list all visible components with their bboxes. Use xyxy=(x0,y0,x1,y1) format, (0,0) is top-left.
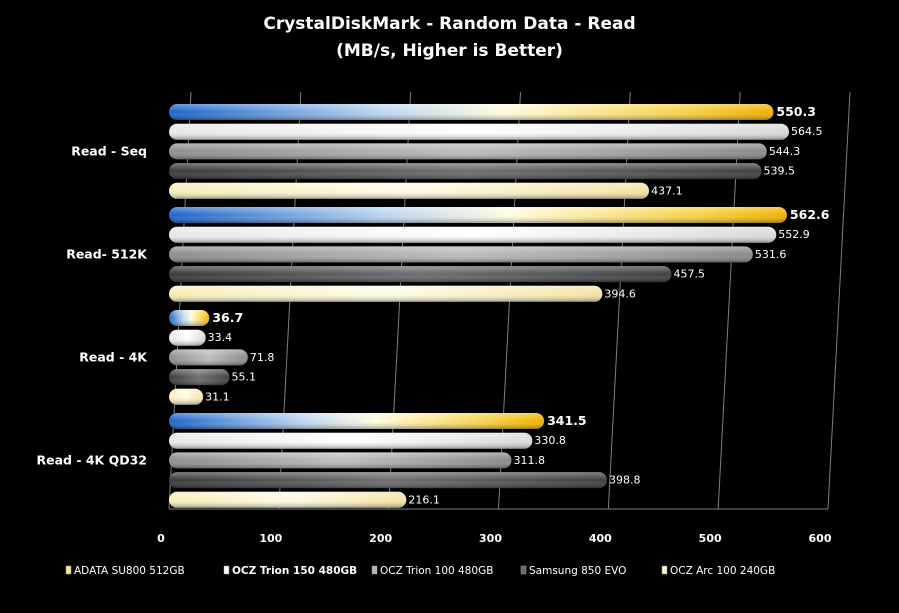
legend-swatch xyxy=(520,565,527,575)
bar xyxy=(169,310,210,326)
data-label: 71.8 xyxy=(250,351,275,364)
data-label: 457.5 xyxy=(673,268,705,281)
data-label: 31.1 xyxy=(205,390,230,403)
legend-label: OCZ Trion 150 480GB xyxy=(232,565,357,577)
bar xyxy=(169,182,650,199)
data-label: 330.8 xyxy=(534,434,566,447)
bar xyxy=(169,123,790,140)
legend-swatch xyxy=(371,565,378,575)
bar xyxy=(169,452,512,469)
bar xyxy=(169,285,603,302)
bar xyxy=(169,266,672,283)
x-tick-label: 600 xyxy=(809,532,832,545)
x-tick-label: 100 xyxy=(259,532,282,545)
bar xyxy=(169,388,204,405)
bar-sheen xyxy=(169,246,753,263)
bar-sheen xyxy=(169,226,777,243)
legend-swatch xyxy=(661,565,668,575)
gridline xyxy=(827,91,851,510)
data-label: 437.1 xyxy=(651,184,683,197)
data-label: 562.6 xyxy=(790,207,830,222)
bar-sheen xyxy=(169,369,230,386)
bar-sheen xyxy=(169,329,206,346)
bar-sheen xyxy=(169,491,407,508)
x-tick-label: 400 xyxy=(589,532,612,545)
bar-sheen xyxy=(169,182,650,199)
x-axis: 0 100 200 300 400 500 600 xyxy=(157,532,832,545)
bar xyxy=(169,432,533,449)
legend-swatch xyxy=(65,565,72,575)
bar-sheen xyxy=(169,472,608,489)
bar-sheen xyxy=(169,207,787,223)
bar-sheen xyxy=(169,310,210,326)
legend-swatch xyxy=(223,565,230,575)
data-label: 216.1 xyxy=(408,493,440,506)
x-tick-label: 500 xyxy=(699,532,722,545)
bar-sheen xyxy=(169,349,248,366)
bar xyxy=(169,246,753,263)
x-tick-label: 200 xyxy=(369,532,392,545)
data-label: 341.5 xyxy=(547,413,587,428)
data-label: 55.1 xyxy=(232,371,257,384)
data-label: 398.8 xyxy=(609,474,641,487)
bar-sheen xyxy=(169,163,762,180)
bar xyxy=(169,413,545,429)
chart-subtitle: (MB/s, Higher is Better) xyxy=(336,41,563,61)
data-label: 544.3 xyxy=(769,145,801,158)
bars: 550.3 564.5 544.3 539.5 437.1 562.6 552.9 531.6… xyxy=(169,104,830,508)
bar-sheen xyxy=(169,432,533,449)
gridline xyxy=(717,91,741,510)
x-tick-label: 300 xyxy=(479,532,502,545)
category-label: Read - Seq xyxy=(71,143,147,158)
bar xyxy=(169,226,777,243)
bar-sheen xyxy=(169,104,774,120)
bar xyxy=(169,329,206,346)
bar xyxy=(169,163,762,180)
category-label: Read - 4K xyxy=(79,349,148,364)
bar xyxy=(169,104,774,120)
bar-sheen xyxy=(169,413,545,429)
bar xyxy=(169,143,767,160)
data-label: 552.9 xyxy=(778,228,810,241)
data-label: 36.7 xyxy=(212,310,243,325)
legend-label: OCZ Arc 100 240GB xyxy=(670,565,775,577)
bar xyxy=(169,472,608,489)
legend: ADATA SU800 512GB OCZ Trion 150 480GB OCZ … xyxy=(65,565,775,577)
category-label: Read - 4K QD32 xyxy=(36,452,147,467)
bar-sheen xyxy=(169,143,767,160)
data-label: 33.4 xyxy=(208,331,233,344)
bar-sheen xyxy=(169,266,672,283)
data-label: 531.6 xyxy=(755,248,787,261)
category-label: Read- 512K xyxy=(66,246,148,261)
bar-sheen xyxy=(169,388,204,405)
gridline xyxy=(607,91,631,510)
bar-sheen xyxy=(169,452,512,469)
bar xyxy=(169,207,787,223)
data-label: 311.8 xyxy=(513,454,545,467)
bar xyxy=(169,491,407,508)
x-tick-label: 0 xyxy=(157,532,165,545)
bar xyxy=(169,369,230,386)
data-label: 539.5 xyxy=(764,165,796,178)
legend-label: ADATA SU800 512GB xyxy=(74,565,185,577)
bar xyxy=(169,349,248,366)
legend-label: OCZ Trion 100 480GB xyxy=(380,565,493,577)
data-label: 394.6 xyxy=(604,287,636,300)
bar-sheen xyxy=(169,123,790,140)
data-label: 564.5 xyxy=(791,125,823,138)
category-labels: Read - Seq Read- 512K Read - 4K Read - 4K Q… xyxy=(36,143,148,467)
bar-sheen xyxy=(169,285,603,302)
chart-title: CrystalDiskMark - Random Data - Read xyxy=(263,14,635,34)
data-label: 550.3 xyxy=(776,104,816,119)
legend-label: Samsung 850 EVO xyxy=(529,565,626,577)
